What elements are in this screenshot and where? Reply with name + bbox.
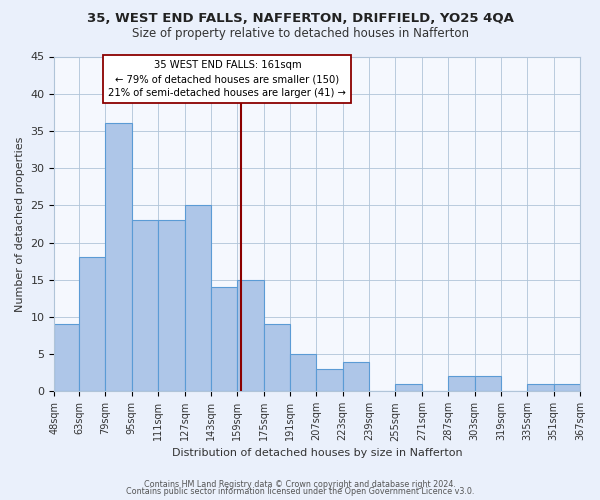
Bar xyxy=(106,124,132,392)
Bar xyxy=(395,384,422,392)
Bar xyxy=(527,384,554,392)
Bar xyxy=(554,384,580,392)
Text: 35, WEST END FALLS, NAFFERTON, DRIFFIELD, YO25 4QA: 35, WEST END FALLS, NAFFERTON, DRIFFIELD… xyxy=(86,12,514,26)
Bar xyxy=(343,362,369,392)
Bar xyxy=(290,354,316,392)
Y-axis label: Number of detached properties: Number of detached properties xyxy=(15,136,25,312)
Text: Contains public sector information licensed under the Open Government Licence v3: Contains public sector information licen… xyxy=(126,487,474,496)
Bar xyxy=(158,220,185,392)
Bar xyxy=(185,206,211,392)
Bar xyxy=(55,324,79,392)
Bar xyxy=(316,369,343,392)
Text: 35 WEST END FALLS: 161sqm
← 79% of detached houses are smaller (150)
21% of semi: 35 WEST END FALLS: 161sqm ← 79% of detac… xyxy=(109,60,346,98)
Text: Size of property relative to detached houses in Nafferton: Size of property relative to detached ho… xyxy=(131,28,469,40)
Bar xyxy=(448,376,475,392)
X-axis label: Distribution of detached houses by size in Nafferton: Distribution of detached houses by size … xyxy=(172,448,463,458)
Bar xyxy=(475,376,501,392)
Bar xyxy=(263,324,290,392)
Bar xyxy=(79,258,106,392)
Bar xyxy=(237,280,263,392)
Bar xyxy=(211,287,237,392)
Text: Contains HM Land Registry data © Crown copyright and database right 2024.: Contains HM Land Registry data © Crown c… xyxy=(144,480,456,489)
Bar xyxy=(132,220,158,392)
